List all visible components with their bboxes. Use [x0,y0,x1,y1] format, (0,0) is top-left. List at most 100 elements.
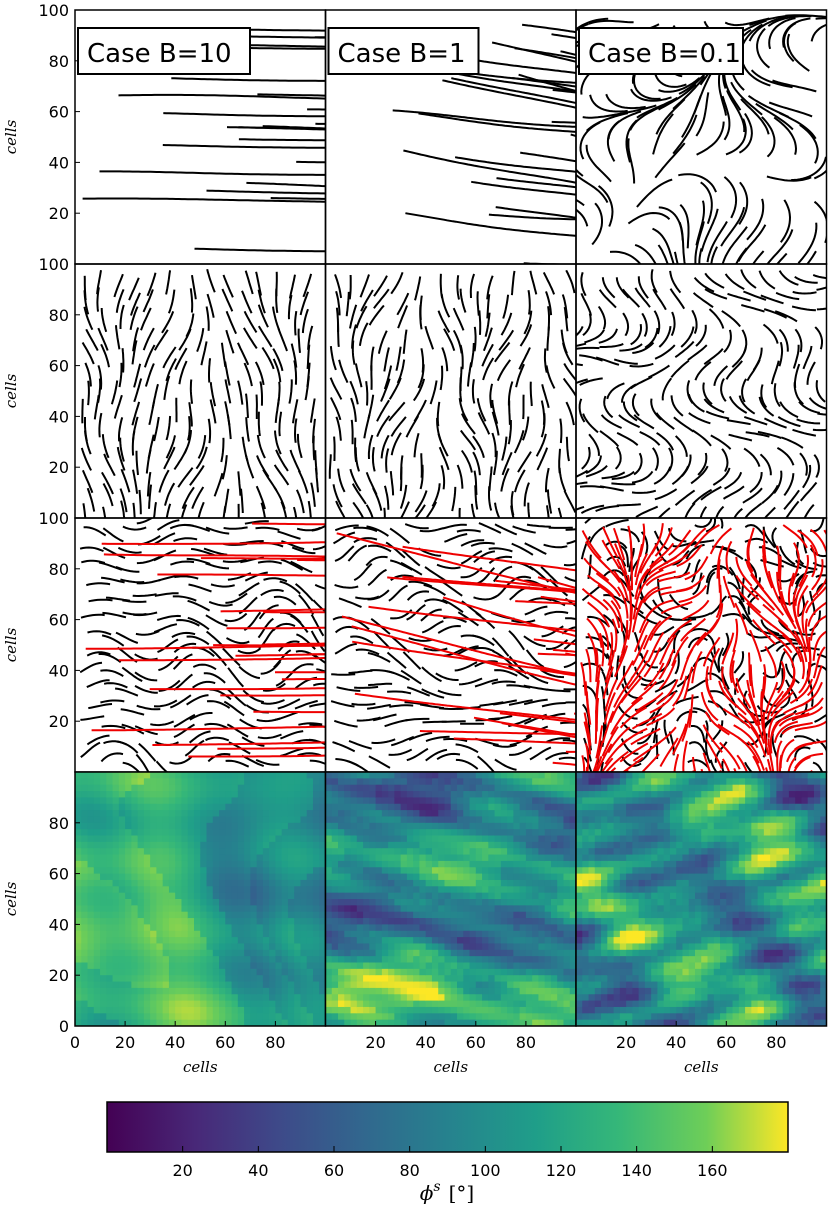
heat-cell [294,1001,301,1008]
heat-cell [181,785,188,792]
streamline [692,652,702,684]
heat-cell [326,842,333,849]
streamline [802,505,814,526]
streamline [174,576,198,578]
heat-cell [94,893,101,900]
heat-cell [444,810,451,817]
streamline [678,174,716,192]
streamline [361,275,370,298]
heat-cell [113,785,120,792]
heat-cell [369,1007,376,1014]
heat-cell [513,797,520,804]
heat-cell [432,918,439,925]
heat-cell [326,924,333,931]
heat-cell [282,842,289,849]
y-tick-label: 80 [49,560,69,579]
heat-cell [526,963,533,970]
heat-cell [307,842,314,849]
heat-cell [419,861,426,868]
streamline [373,447,375,471]
heat-cell [194,829,201,836]
heat-cell [219,963,226,970]
heat-cell [482,905,489,912]
heat-cell [307,893,314,900]
heat-cell [488,963,495,970]
heat-cell [463,829,470,836]
heat-cell [444,905,451,912]
heat-cell [444,994,451,1001]
heat-cell [344,937,351,944]
heat-cell [275,810,282,817]
heat-cell [294,785,301,792]
heat-cell [344,982,351,989]
streamline [727,361,743,379]
heat-cell [401,943,408,950]
heat-cell [194,823,201,830]
heat-cell [225,791,232,798]
heat-cell [163,842,170,849]
streamline [139,744,156,762]
heat-cell [169,842,176,849]
heat-cell [451,880,458,887]
heat-cell [369,893,376,900]
heat-cell [113,988,120,995]
streamline [331,674,355,675]
heat-cell [150,918,157,925]
heat-cell [338,804,345,811]
heat-cell [188,1001,195,1008]
heat-cell [238,848,245,855]
streamline [100,701,124,703]
heat-cell [507,937,514,944]
heat-cell [207,950,214,957]
heat-cell [463,918,470,925]
heat-cell [75,772,82,779]
heat-cell [232,1001,239,1008]
heat-cell [119,899,126,906]
heat-cell [75,943,82,950]
heat-cell [219,842,226,849]
heat-cell [526,778,533,785]
heat-cell [413,899,420,906]
heat-cell [163,861,170,868]
heat-cell [282,772,289,779]
heat-cell [532,874,539,881]
streamline [119,95,386,101]
heat-cell [263,880,270,887]
heat-cell [257,931,264,938]
heat-cell [363,836,370,843]
heat-cell [413,1001,420,1008]
streamline [391,737,414,746]
heat-cell [438,772,445,779]
streamline [215,473,223,496]
heat-cell [131,905,138,912]
heat-cell [369,778,376,785]
streamline [238,381,242,405]
heat-cell [213,867,220,874]
heat-cell [351,874,358,881]
heat-cell [225,893,232,900]
heat-cell [507,1013,514,1020]
heat-cell [388,1013,395,1020]
heat-cell [369,950,376,957]
heat-cell [444,1013,451,1020]
heat-cell [551,956,558,963]
heat-cell [106,905,113,912]
heat-cell [138,842,145,849]
heat-cell [175,1001,182,1008]
heat-cell [294,975,301,982]
heat-cell [138,956,145,963]
heat-cell [338,950,345,957]
heat-cell [275,1001,282,1008]
heat-cell [106,994,113,1001]
streamline [443,525,467,529]
heat-cell [369,848,376,855]
streamline [364,415,369,439]
heat-cell [238,899,245,906]
streamline [211,584,235,586]
heat-cell [288,829,295,836]
heat-cell [232,918,239,925]
heat-cell [263,963,270,970]
heat-cell [351,785,358,792]
heat-cell [338,867,345,874]
heat-cell [88,791,95,798]
